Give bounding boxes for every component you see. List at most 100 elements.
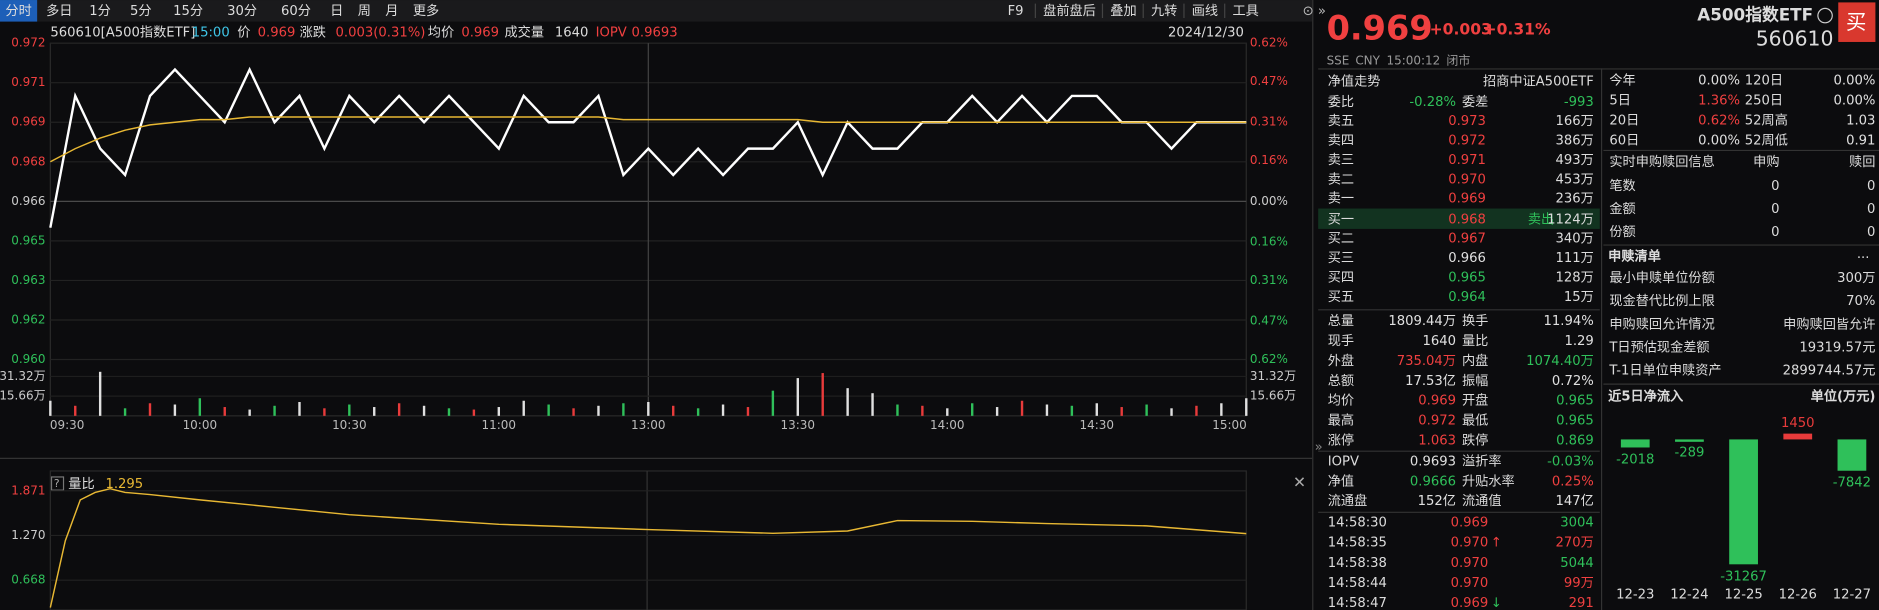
collapse-icon[interactable]: » (1315, 440, 1323, 455)
volume-bar (647, 402, 650, 416)
last-price: 0.969 (1327, 8, 1433, 47)
stat-label: 250日 (1745, 93, 1783, 108)
tab[interactable]: 日 (330, 4, 343, 19)
meta: CNY (1355, 54, 1380, 68)
y-tick-label: 0.963 (11, 273, 45, 287)
row-value: 19319.57元 (1799, 340, 1875, 355)
stat-label: 内盘 (1462, 352, 1488, 369)
buy-button-label[interactable]: 买 (1846, 10, 1866, 34)
stat-value: 0.00% (1834, 93, 1876, 108)
trade-time: 14:58:47 (1328, 596, 1387, 610)
stat-label: 换手 (1462, 313, 1488, 329)
volume-bar (148, 403, 152, 416)
level-price: 0.970 (1448, 172, 1486, 187)
level-volume: 1124万 (1547, 212, 1594, 227)
stat-value: 1.063 (1418, 434, 1456, 449)
tab[interactable]: 多日 (46, 2, 72, 19)
level-label: 卖三 (1328, 152, 1354, 168)
trade-price: 0.969 (1451, 596, 1489, 610)
value: -993 (1564, 95, 1594, 110)
y2-tick-label: 0.62% (1250, 36, 1288, 50)
volume: 1640 (555, 25, 589, 40)
volume-bar (672, 405, 675, 416)
level-volume: 15万 (1564, 290, 1594, 305)
stat-label: 量比 (1462, 333, 1488, 349)
tab[interactable]: 5分 (130, 3, 152, 19)
volume-bar (422, 405, 426, 416)
y-tick-label: 0.968 (11, 154, 45, 168)
level-price: 0.965 (1448, 271, 1486, 286)
close-icon[interactable]: ✕ (1293, 473, 1306, 491)
tab[interactable]: 60分 (281, 3, 311, 19)
tool[interactable]: 盘前盘后 (1043, 2, 1096, 19)
tab[interactable]: 周 (358, 4, 371, 19)
volume-bar (622, 403, 625, 416)
volume-bar (721, 404, 725, 416)
value-label: -289 (1674, 446, 1704, 461)
tab[interactable]: 月 (385, 4, 398, 19)
level-volume: 128万 (1555, 271, 1593, 286)
tab[interactable]: 净值走势 (1328, 74, 1381, 90)
indicator-value: 1.295 (105, 477, 143, 492)
x-tick-label: 14:30 (1080, 418, 1115, 432)
level-tag: 卖出 (1528, 211, 1554, 227)
tool[interactable]: 工具 (1232, 4, 1258, 19)
inflow-bar (1675, 439, 1704, 442)
stat-value: 1.36% (1698, 93, 1740, 108)
y-tick-label: 0.962 (11, 312, 45, 326)
stat-value: 147亿 (1555, 493, 1593, 509)
buy-button[interactable] (1838, 2, 1876, 42)
tab[interactable]: 30分 (227, 3, 257, 19)
y2-tick-label: 0.31% (1250, 273, 1288, 287)
volume-bar (49, 400, 52, 416)
volume-bar (248, 409, 251, 416)
tool[interactable]: 画线 (1192, 3, 1218, 19)
icon[interactable]: ⊙ » (1303, 4, 1326, 19)
volume-bar (771, 390, 775, 416)
volume-bar (1120, 407, 1123, 416)
volume-bar (796, 378, 799, 416)
tab[interactable]: 更多 (413, 2, 439, 19)
info-icon[interactable] (1817, 7, 1833, 24)
trade-volume: 3004 (1560, 515, 1594, 530)
tool[interactable]: F9 (1008, 4, 1024, 19)
volume-bar (98, 371, 102, 416)
volume-bar (1095, 403, 1098, 416)
x-tick-label: 09:30 (50, 418, 85, 432)
tab[interactable]: 15分 (173, 3, 203, 19)
y2-tick-label: 0.31% (1250, 115, 1288, 129)
inflow-unit: 单位(万元) (1811, 388, 1876, 405)
level-price: 0.966 (1448, 251, 1486, 266)
y-tick-label: 1.871 (11, 483, 45, 497)
stat-value: 1.29 (1564, 334, 1593, 349)
stat-label: IOPV (1328, 454, 1359, 469)
volume-bar (298, 402, 301, 416)
y2-tick-label: 31.32万 (1250, 369, 1296, 383)
level-price: 0.964 (1448, 290, 1486, 305)
tab[interactable]: 分时 (5, 3, 31, 19)
price: 0.969 (258, 25, 296, 40)
stat-label: 总额 (1328, 373, 1354, 389)
level-volume: 111万 (1555, 251, 1593, 266)
label: 价 (237, 25, 250, 40)
trade-time: 14:58:30 (1328, 515, 1387, 530)
help-icon[interactable]: ? (54, 477, 60, 490)
fund-name: 招商中证A500ETF (1483, 74, 1594, 90)
security-code: 560610 (1756, 27, 1834, 51)
trade-volume: 270万 (1555, 536, 1593, 551)
tool[interactable]: 叠加 (1110, 3, 1136, 19)
tab[interactable]: 1分 (89, 3, 111, 19)
volume-bar (572, 408, 575, 416)
inflow-title: 近5日净流入 (1608, 388, 1684, 405)
stat-label: 均价 (1328, 393, 1354, 409)
label: 涨跌 (300, 24, 326, 40)
level-label: 买一 (1328, 211, 1354, 227)
y-tick-label: 0.971 (11, 75, 45, 89)
help-icon[interactable] (50, 476, 65, 491)
stat-label: 今年 (1609, 72, 1635, 88)
tool[interactable]: 九转 (1151, 3, 1177, 19)
value: -0.28% (1409, 95, 1456, 110)
more[interactable]: ... (1857, 247, 1870, 262)
x-tick-label: 11:00 (482, 418, 517, 432)
value-label: -31267 (1720, 569, 1767, 584)
